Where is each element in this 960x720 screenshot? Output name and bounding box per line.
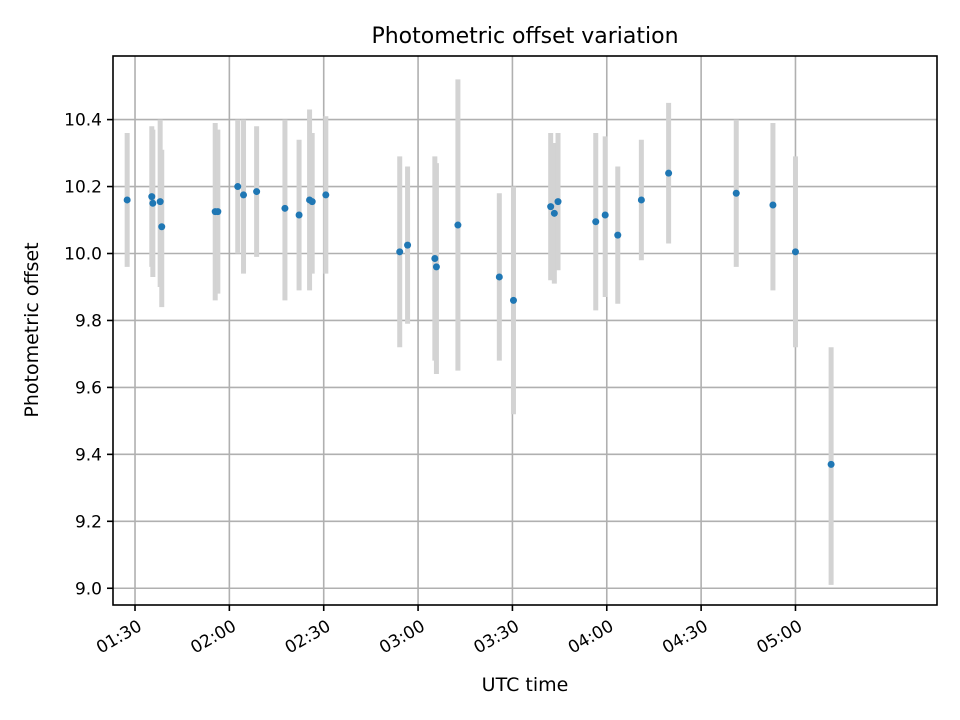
- y-tick-label: 9.8: [75, 311, 102, 331]
- data-point: [158, 223, 166, 231]
- data-point: [149, 199, 157, 207]
- data-points: [123, 169, 835, 468]
- data-point: [214, 208, 222, 216]
- data-point: [454, 221, 462, 229]
- data-point: [396, 248, 404, 256]
- data-point: [732, 189, 740, 197]
- data-point: [554, 198, 562, 206]
- data-point: [601, 211, 609, 219]
- y-tick-label: 9.2: [75, 512, 102, 532]
- plot-frame: [112, 55, 938, 606]
- data-point: [495, 273, 503, 281]
- data-point: [404, 241, 412, 249]
- data-point: [665, 169, 673, 177]
- y-axis-label: Photometric offset: [21, 242, 43, 417]
- x-axis-label: UTC time: [482, 674, 569, 696]
- data-point: [791, 248, 799, 256]
- data-point: [509, 296, 517, 304]
- data-point: [547, 203, 555, 211]
- y-tick-label: 10.4: [64, 111, 102, 131]
- data-point: [827, 460, 835, 468]
- data-point: [156, 198, 164, 206]
- y-tick-label: 10.0: [64, 245, 102, 265]
- y-axis-ticks: 9.0 9.2 9.4 9.6 9.8 10.0 10.2 10.4: [64, 111, 113, 599]
- data-point: [614, 231, 622, 239]
- data-point: [253, 188, 261, 196]
- data-point: [240, 191, 248, 199]
- data-point: [148, 193, 156, 201]
- y-tick-label: 10.2: [64, 178, 102, 198]
- chart-title: Photometric offset variation: [371, 24, 678, 49]
- data-point: [322, 191, 330, 199]
- data-point: [637, 196, 645, 204]
- data-point: [123, 196, 131, 204]
- y-tick-label: 9.0: [75, 579, 102, 599]
- data-point: [234, 183, 242, 191]
- data-point: [281, 204, 289, 212]
- data-point: [308, 198, 316, 206]
- data-point: [769, 201, 777, 209]
- data-point: [432, 263, 440, 271]
- data-point: [592, 218, 600, 226]
- data-point: [431, 255, 439, 263]
- data-point: [295, 211, 303, 219]
- y-tick-label: 9.6: [75, 378, 102, 398]
- data-point: [550, 209, 558, 217]
- y-tick-label: 9.4: [75, 445, 102, 465]
